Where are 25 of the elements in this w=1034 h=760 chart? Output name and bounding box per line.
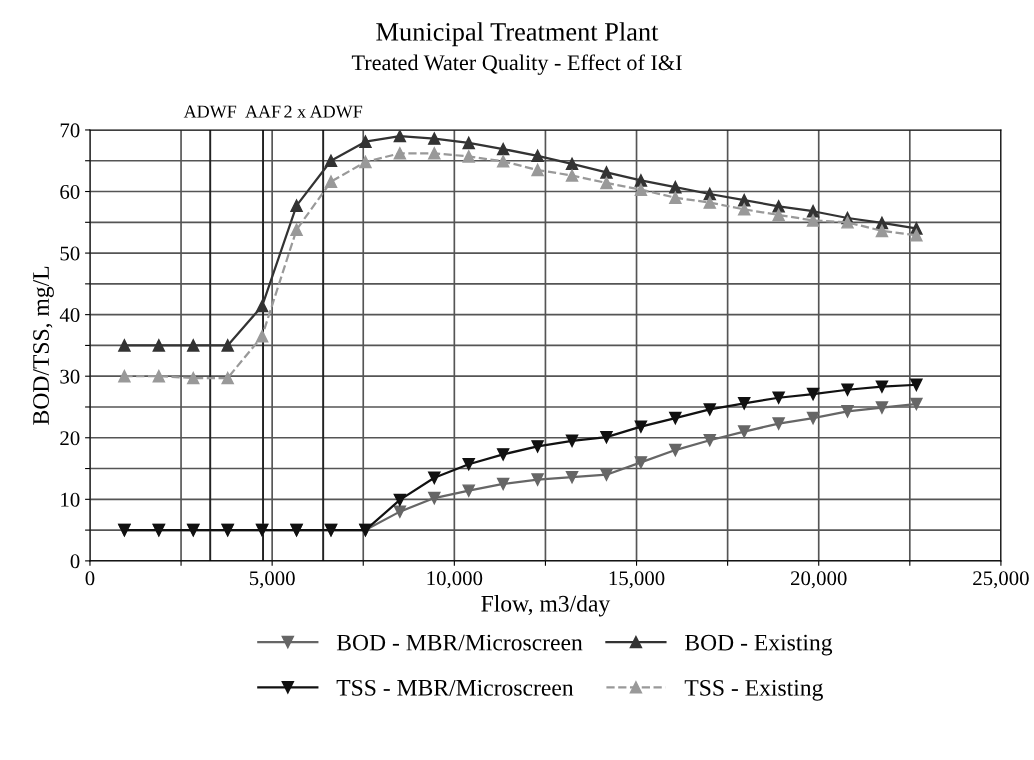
x-tick-label: 20,000 [790,571,847,589]
y-tick-label: 60 [60,184,80,199]
y-tick-label: 50 [60,246,80,261]
y-tick-label: 30 [60,369,80,384]
y-tick-label: 20 [60,431,80,446]
chart-subtitle: Treated Water Quality - Effect of I&I [351,54,682,75]
y-tick-label: 70 [60,123,80,138]
ref-line-label: AAF [245,105,281,118]
chart-title: Municipal Treatment Plant [376,22,659,47]
legend-label: TSS - Existing [684,679,823,701]
y-tick-label: 10 [61,492,80,507]
x-tick-label: 10,000 [427,571,483,589]
x-axis-title: Flow, m3/day [481,595,611,617]
legend-label: BOD - MBR/Microscreen [336,634,583,651]
ref-line-label: ADWF [183,105,237,118]
x-tick-label: 15,000 [609,571,665,589]
y-axis-title: BOD/TSS, mg/L [33,266,54,425]
ref-line-label: 2 x ADWF [284,105,363,118]
legend-label: TSS - MBR/Microscreen [336,679,574,696]
x-tick-label: 5,000 [249,571,295,589]
x-tick-label: 25,000 [973,571,1029,589]
y-tick-label: 40 [59,308,80,323]
x-tick-label: 0 [85,571,95,586]
y-tick-label: 0 [70,554,80,569]
legend-label: BOD - Existing [685,634,833,656]
